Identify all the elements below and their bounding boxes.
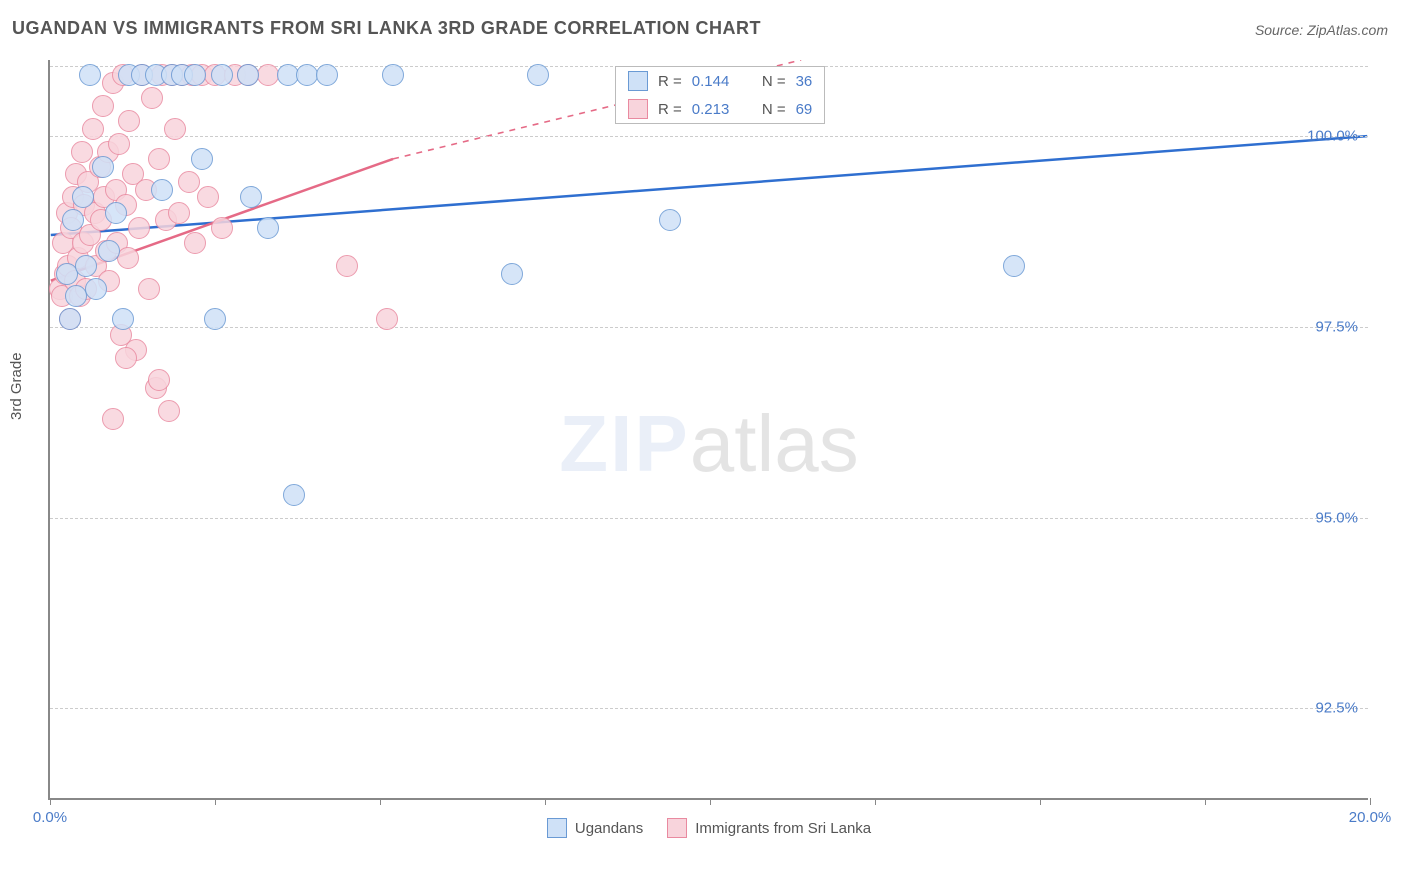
- scatter-point: [102, 408, 124, 430]
- scatter-point: [197, 186, 219, 208]
- scatter-point: [65, 285, 87, 307]
- scatter-point: [240, 186, 262, 208]
- scatter-point: [316, 64, 338, 86]
- scatter-point: [56, 263, 78, 285]
- legend-n-label: N =: [762, 73, 786, 90]
- x-tick: [380, 798, 381, 805]
- scatter-point: [158, 400, 180, 422]
- y-tick-label: 92.5%: [1315, 700, 1358, 717]
- scatter-point: [257, 64, 279, 86]
- x-tick: [1205, 798, 1206, 805]
- scatter-point: [71, 141, 93, 163]
- scatter-point: [1003, 255, 1025, 277]
- scatter-point: [168, 202, 190, 224]
- scatter-point: [79, 64, 101, 86]
- scatter-point: [141, 87, 163, 109]
- legend-r-value: 0.144: [692, 73, 730, 90]
- scatter-point: [82, 118, 104, 140]
- scatter-point: [178, 171, 200, 193]
- legend-label: Immigrants from Sri Lanka: [695, 820, 871, 837]
- x-tick: [545, 798, 546, 805]
- scatter-point: [72, 186, 94, 208]
- scatter-point: [105, 202, 127, 224]
- y-axis-label: 3rd Grade: [8, 352, 25, 420]
- legend-n-label: N =: [762, 101, 786, 118]
- scatter-point: [92, 156, 114, 178]
- y-tick-label: 100.0%: [1307, 128, 1358, 145]
- scatter-point: [98, 240, 120, 262]
- scatter-point: [112, 308, 134, 330]
- scatter-point: [164, 118, 186, 140]
- scatter-point: [148, 148, 170, 170]
- scatter-point: [108, 133, 130, 155]
- scatter-point: [59, 308, 81, 330]
- chart-title: UGANDAN VS IMMIGRANTS FROM SRI LANKA 3RD…: [12, 18, 761, 39]
- scatter-point: [376, 308, 398, 330]
- x-tick: [215, 798, 216, 805]
- legend-n-value: 69: [796, 101, 813, 118]
- scatter-point: [296, 64, 318, 86]
- scatter-point: [138, 278, 160, 300]
- scatter-point: [527, 64, 549, 86]
- scatter-point: [62, 209, 84, 231]
- scatter-point: [148, 369, 170, 391]
- scatter-point: [211, 64, 233, 86]
- scatter-point: [501, 263, 523, 285]
- watermark: ZIPatlas: [559, 398, 858, 490]
- scatter-point: [151, 179, 173, 201]
- trend-lines: [50, 60, 1368, 798]
- scatter-point: [115, 347, 137, 369]
- legend-r-label: R =: [658, 101, 682, 118]
- correlation-legend: R = 0.144 N = 36R = 0.213 N = 69: [615, 66, 825, 124]
- scatter-point: [257, 217, 279, 239]
- x-tick: [50, 798, 51, 805]
- legend-item: Ugandans: [547, 818, 643, 838]
- legend-n-value: 36: [796, 73, 813, 90]
- scatter-point: [128, 217, 150, 239]
- watermark-rest: atlas: [690, 399, 859, 488]
- gridline-h: [50, 136, 1368, 137]
- watermark-zip: ZIP: [559, 399, 689, 488]
- scatter-point: [85, 278, 107, 300]
- scatter-point: [118, 110, 140, 132]
- scatter-point: [237, 64, 259, 86]
- x-tick: [710, 798, 711, 805]
- legend-item: Immigrants from Sri Lanka: [667, 818, 871, 838]
- legend-swatch: [628, 71, 648, 91]
- scatter-point: [277, 64, 299, 86]
- scatter-point: [184, 64, 206, 86]
- scatter-point: [659, 209, 681, 231]
- legend-swatch: [547, 818, 567, 838]
- scatter-point: [92, 95, 114, 117]
- legend-row: R = 0.213 N = 69: [616, 95, 824, 123]
- scatter-point: [211, 217, 233, 239]
- scatter-point: [283, 484, 305, 506]
- gridline-h: [50, 518, 1368, 519]
- y-tick-label: 97.5%: [1315, 319, 1358, 336]
- scatter-point: [191, 148, 213, 170]
- legend-swatch: [628, 99, 648, 119]
- source-attribution: Source: ZipAtlas.com: [1255, 22, 1388, 38]
- x-tick: [1040, 798, 1041, 805]
- plot-area: ZIPatlas 92.5%95.0%97.5%100.0%0.0%20.0%R…: [48, 60, 1368, 800]
- scatter-point: [75, 255, 97, 277]
- scatter-point: [336, 255, 358, 277]
- legend-swatch: [667, 818, 687, 838]
- x-tick: [1370, 798, 1371, 805]
- y-tick-label: 95.0%: [1315, 509, 1358, 526]
- legend-r-label: R =: [658, 73, 682, 90]
- scatter-point: [184, 232, 206, 254]
- legend-r-value: 0.213: [692, 101, 730, 118]
- legend-row: R = 0.144 N = 36: [616, 67, 824, 95]
- gridline-h: [50, 327, 1368, 328]
- x-tick: [875, 798, 876, 805]
- gridline-h: [50, 708, 1368, 709]
- series-legend: Ugandans Immigrants from Sri Lanka: [50, 818, 1368, 838]
- scatter-point: [204, 308, 226, 330]
- legend-label: Ugandans: [575, 820, 643, 837]
- scatter-point: [382, 64, 404, 86]
